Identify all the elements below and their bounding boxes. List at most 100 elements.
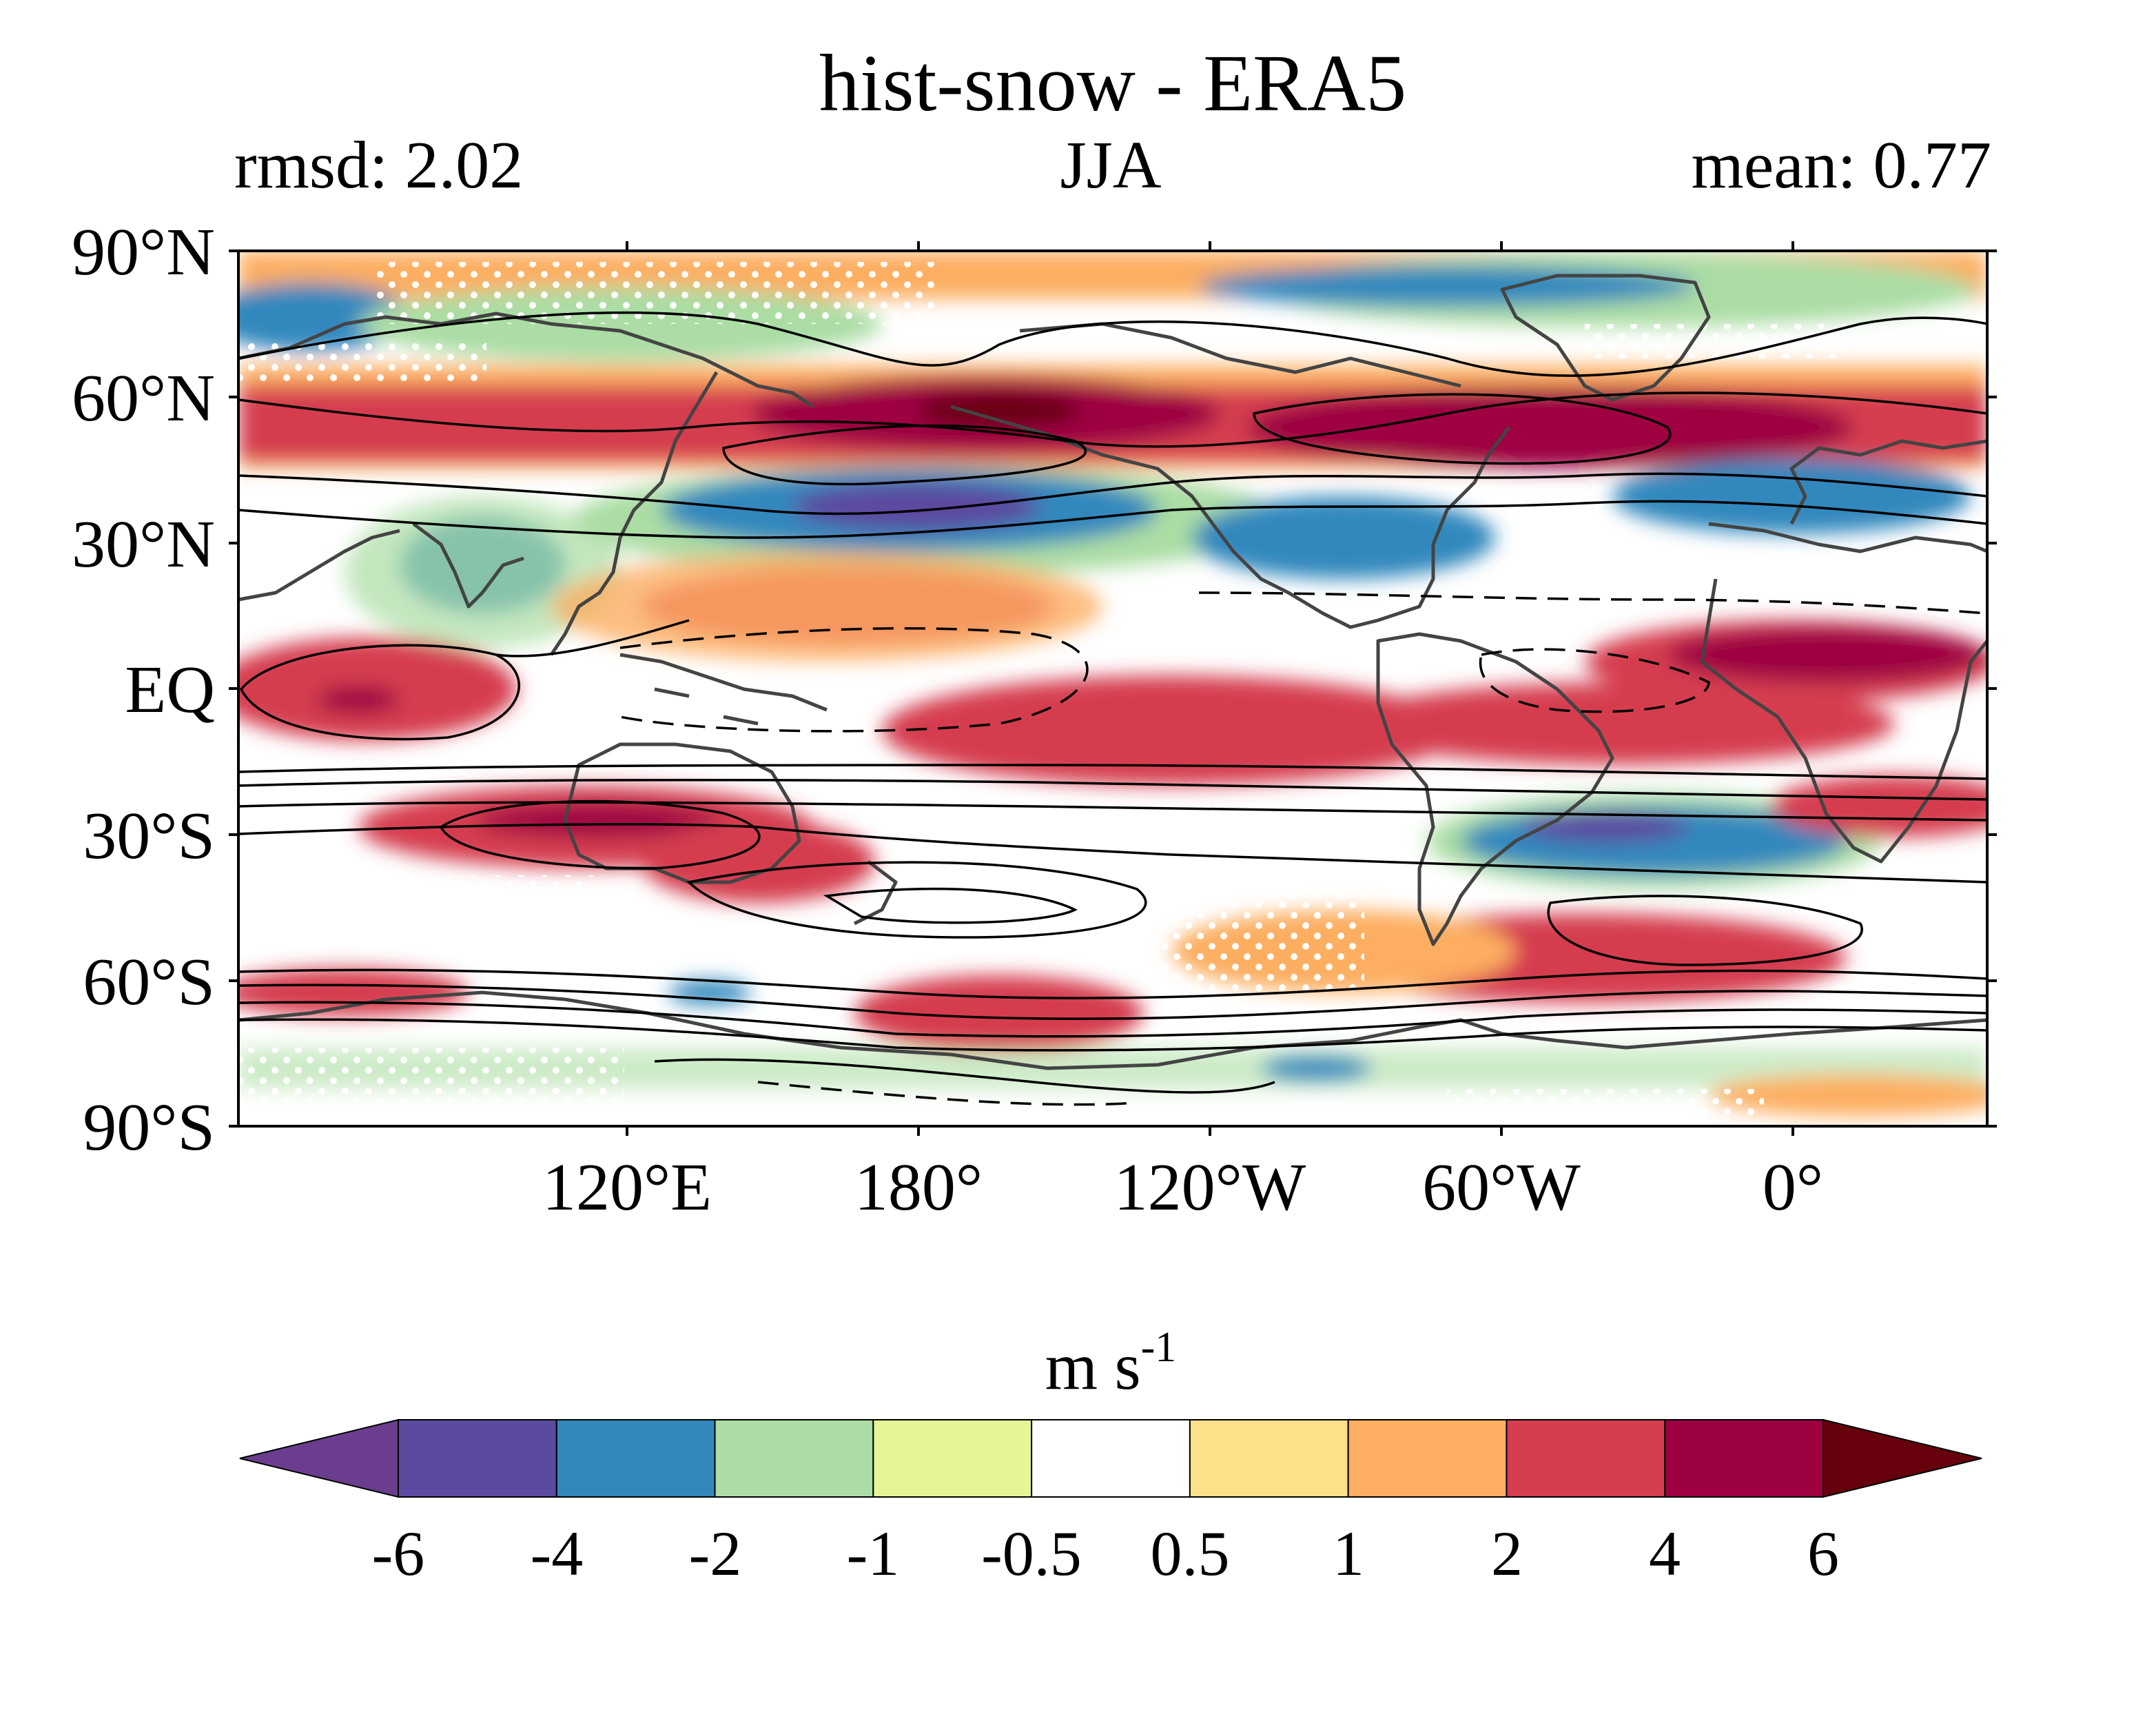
rmsd-label: rmsd: 2.02 [234,128,523,203]
colorbar: m s-1 -6 -4 -2 -1 -0.5 0.5 1 2 4 6 [239,1324,1982,1589]
cbar-tick-label: 6 [1807,1518,1839,1589]
colorbar-swatch [714,1419,874,1498]
lon-label-180: 180° [854,1150,983,1225]
fill-orange-antarctic [1709,1075,1987,1117]
contour-pacific-jet [722,424,1087,486]
contour-s-d [238,823,1987,884]
lat-label-60s: 60°S [83,945,215,1019]
coast-india [412,522,524,609]
fill-blue-namerica [1192,496,1495,579]
contour-n-d [238,500,1987,539]
contour-neg-n20 [1198,591,1987,615]
coast-asia-east [549,371,719,656]
colorbar-units-base: m s [1045,1329,1141,1404]
lon-label-120e: 120°E [542,1150,712,1225]
fill-red-samerica-eq [1344,682,1895,765]
climatology-contours-negative [619,591,1987,1106]
coast-maritime [619,653,828,726]
fill-purple-satlantic [1523,812,1688,842]
colorbar-extend-high [1823,1418,1982,1498]
contour-s-c [238,801,1987,822]
colorbar-units-exponent: -1 [1141,1324,1177,1371]
contour-neg-atlantic-eq [1479,648,1710,713]
colorbar-extend-low [239,1418,399,1498]
coast-australia [563,742,801,884]
coast-greenland [1500,274,1711,402]
contour-s-tasman [439,799,761,870]
plot-title: hist-snow - ERA5 [819,38,1406,128]
fill-blue-europe [1612,458,1971,534]
contour-s-pacific [686,861,1147,939]
contour-s-a [238,764,1987,780]
contour-n-a [238,311,1987,377]
colorbar-ticklabels: -6 -4 -2 -1 -0.5 0.5 1 2 4 6 [372,1518,1839,1589]
fill-green-asia [345,496,620,648]
cbar-tick-label: 2 [1491,1518,1523,1589]
coast-south-america [1376,632,1614,946]
contour-s-g [238,1001,1987,1038]
colorbar-swatch [555,1419,716,1498]
lon-labels: 120°E 180° 120°W 60°W 0° [542,1150,1823,1225]
coastlines [238,274,1987,1070]
fill-blue-antarctic [1261,1056,1371,1081]
colorbar-swatch [1664,1419,1824,1498]
contour-neg-antarctic [757,1081,1138,1106]
contour-s-e [238,968,1987,1000]
colorbar-swatch [1347,1419,1508,1498]
colorbar-swatch [398,1419,557,1498]
lon-label-60w: 60°W [1422,1150,1581,1225]
cbar-tick-label: -2 [689,1518,742,1589]
cbar-tick-label: -0.5 [981,1518,1082,1589]
contour-s-h [238,1018,1987,1052]
cbar-tick-label: -6 [372,1518,425,1589]
colorbar-swatch [872,1419,1033,1498]
fill-red-pacific-eq [882,675,1461,786]
fill-darkred-indian-30s [475,803,723,837]
lat-label-eq: EQ [125,653,215,727]
cbar-tick-label: -1 [847,1518,900,1589]
stipple-s-70 [238,1048,624,1110]
contour-s-pacific-inner [823,887,1078,924]
contour-s-antarctic [654,1058,1275,1094]
lat-label-90n: 90°N [72,215,215,289]
fill-darkred-indian-eq [317,686,400,713]
cbar-tick-label: 4 [1649,1518,1681,1589]
stipple-n-50 [238,341,486,383]
contour-eq-line [495,619,690,658]
coast-europe [1789,439,1987,525]
contour-s-atlantic [1547,895,1863,966]
coast-north-america [950,322,1510,629]
coast-eurasia-north [238,312,814,409]
lat-label-30n: 30°N [72,507,215,582]
fill-orange-pacific-n20 [551,551,1102,662]
colorbar-swatches [239,1418,1982,1498]
fill-purple-npacific [792,482,1040,531]
map-ticks [229,241,1997,1136]
contour-s-f [238,984,1987,1021]
climatology-contours [238,311,1987,1094]
contour-n-c [238,472,1987,516]
stipple-s-45 [1144,855,1364,992]
fill-darkred-atlantic [1247,386,1854,469]
fill-red-sindian [1771,775,1987,837]
lon-label-0: 0° [1763,1150,1823,1225]
colorbar-units: m s-1 [1045,1324,1177,1404]
contour-neg-eq-pacific [619,626,1089,733]
lat-labels: 90°N 60°N 30°N EQ 30°S 60°S 90°S [72,215,215,1165]
stipple-n-arctic [372,262,937,324]
contour-atlantic-jet [1253,393,1672,465]
colorbar-swatch [1506,1419,1666,1498]
mean-label: mean: 0.77 [1692,128,1991,203]
cbar-tick-label: 0.5 [1151,1518,1230,1589]
fill-blue-arctic [1199,265,1695,307]
stipple-s-80 [1447,1089,1764,1117]
fill-maroon-pacific [916,393,1082,427]
coast-africa [1700,522,1987,864]
map-panel [238,251,1987,1126]
fill-darkred-atlantic-eq [1667,627,1984,682]
coast-arabia [238,529,400,602]
contour-s-b [238,778,1987,801]
stipple-s-40 [238,875,597,924]
cbar-tick-label: -4 [531,1518,584,1589]
